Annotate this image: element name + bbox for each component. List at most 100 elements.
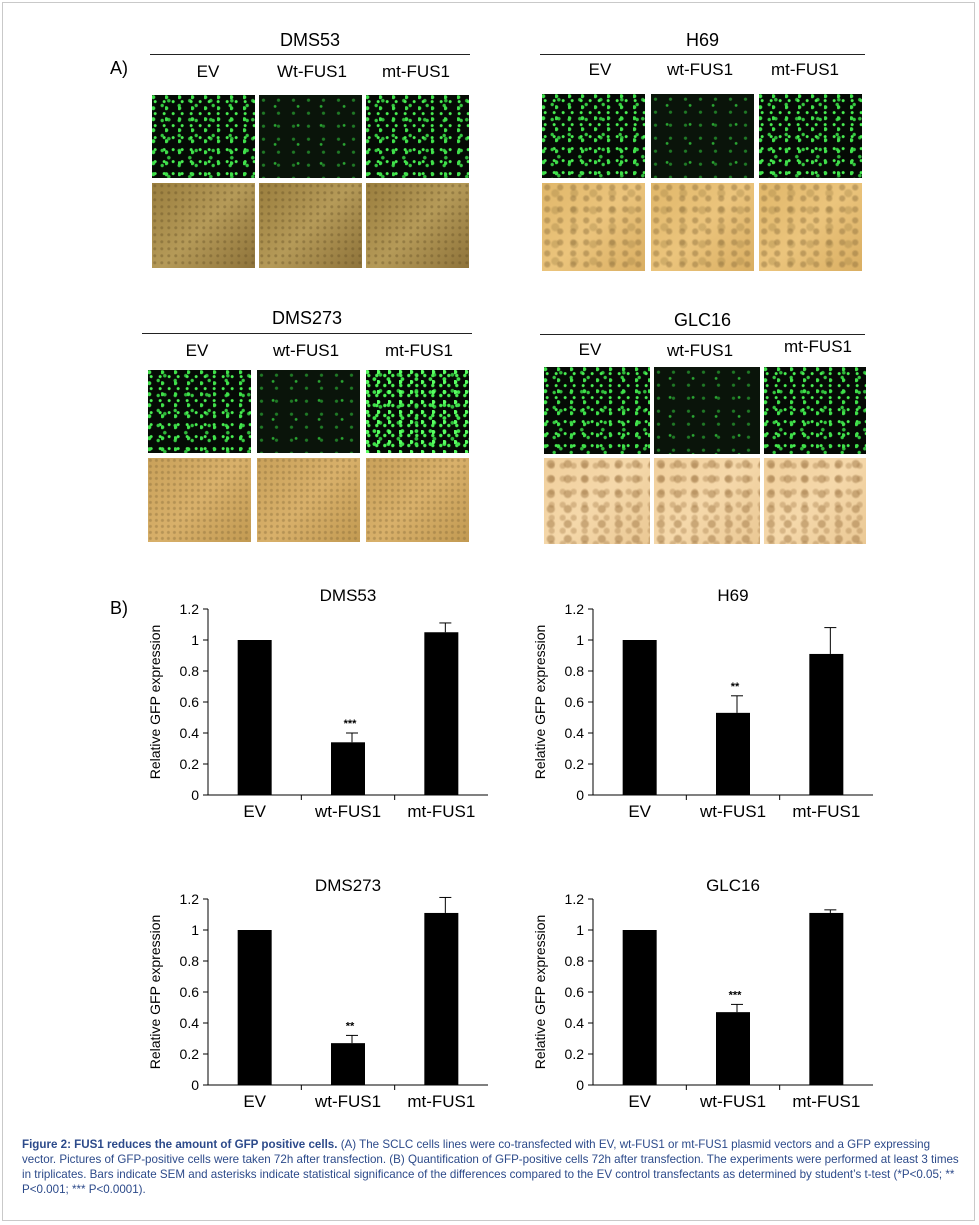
column-label: EV — [185, 341, 209, 360]
significance-marker: *** — [344, 718, 358, 730]
y-tick-label: 1.2 — [180, 891, 200, 907]
y-tick-label: 0.4 — [565, 725, 585, 741]
y-axis-label: Relative GFP expression — [147, 915, 163, 1070]
brightfield-micrograph-wt-fus1 — [651, 183, 754, 271]
y-tick-label: 0.6 — [565, 984, 585, 1000]
x-tick-label: EV — [628, 802, 651, 821]
group-rule-dms53 — [150, 54, 470, 55]
x-tick-label: EV — [243, 1092, 266, 1111]
group-title-h69: H69 — [685, 30, 720, 50]
x-tick-label: EV — [628, 1092, 651, 1111]
group-title-dms53: DMS53 — [279, 30, 341, 50]
brightfield-micrograph-mt-fus1 — [366, 458, 469, 542]
x-tick-label: mt-FUS1 — [792, 1092, 860, 1111]
column-label: Wt-FUS1 — [277, 62, 347, 81]
gfp-micrograph-wt-fus1 — [654, 367, 760, 454]
brightfield-micrograph-ev — [544, 458, 650, 544]
brightfield-micrograph-ev — [152, 183, 255, 268]
chart-title: DMS273 — [315, 876, 381, 895]
x-tick-label: wt-FUS1 — [314, 1092, 381, 1111]
y-tick-label: 0.2 — [565, 1046, 585, 1062]
bar-ev — [622, 640, 657, 795]
brightfield-micrograph-mt-fus1 — [759, 183, 862, 271]
brightfield-micrograph-mt-fus1 — [764, 458, 866, 544]
y-tick-label: 0.4 — [565, 1015, 585, 1031]
brightfield-micrograph-mt-fus1 — [366, 183, 469, 268]
column-label: EV — [588, 60, 612, 79]
bar-chart-dms273: DMS273 Relative GFP expression 0 0.2 0.4 0.6 0… — [147, 876, 488, 1111]
caption-title: Figure 2: FUS1 reduces the amount of GFP… — [22, 1138, 338, 1151]
group-title-dms273: DMS273 — [271, 308, 343, 328]
x-tick-label: wt-FUS1 — [699, 1092, 766, 1111]
column-label: wt-FUS1 — [666, 60, 734, 79]
x-tick-label: mt-FUS1 — [407, 1092, 475, 1111]
column-label: wt-FUS1 — [272, 341, 340, 360]
y-tick-label: 1 — [576, 632, 584, 648]
x-tick-label: wt-FUS1 — [314, 802, 381, 821]
bar-wt-fus1 — [331, 742, 365, 795]
chart-title: DMS53 — [320, 586, 377, 605]
group-title-glc16: GLC16 — [673, 310, 732, 330]
y-tick-label: 1.2 — [565, 601, 585, 617]
column-label: EV — [578, 340, 602, 359]
brightfield-micrograph-wt-fus1 — [259, 183, 362, 268]
bar-mt-fus1 — [809, 912, 844, 1085]
column-label: mt-FUS1 — [382, 62, 450, 81]
gfp-micrograph-ev — [544, 367, 650, 454]
bar-ev — [237, 640, 272, 795]
gfp-micrograph-ev — [152, 95, 255, 178]
bar-mt-fus1 — [424, 912, 459, 1085]
gfp-micrograph-wt-fus1 — [259, 95, 362, 178]
y-tick-label: 0.6 — [180, 694, 200, 710]
y-tick-label: 1.2 — [565, 891, 585, 907]
y-tick-label: 0.6 — [180, 984, 200, 1000]
gfp-micrograph-mt-fus1 — [764, 367, 866, 454]
significance-marker: *** — [729, 989, 743, 1001]
gfp-micrograph-wt-fus1 — [651, 94, 754, 178]
bar-chart-dms53: DMS53 Relative GFP expression 0 0.2 0.4 0.6 0.… — [147, 586, 488, 821]
column-label: mt-FUS1 — [784, 337, 852, 356]
y-axis-label: Relative GFP expression — [532, 625, 548, 780]
gfp-micrograph-ev — [542, 94, 645, 178]
gfp-micrograph-mt-fus1 — [759, 94, 862, 178]
x-tick-label: mt-FUS1 — [792, 802, 860, 821]
bar-wt-fus1 — [331, 1043, 365, 1085]
brightfield-micrograph-ev — [542, 183, 645, 271]
y-tick-label: 0.2 — [180, 1046, 200, 1062]
y-tick-label: 0.4 — [180, 1015, 200, 1031]
column-label: EV — [196, 62, 220, 81]
x-tick-label: mt-FUS1 — [407, 802, 475, 821]
y-axis-label: Relative GFP expression — [147, 625, 163, 780]
chart-title: H69 — [717, 586, 748, 605]
y-tick-label: 0.2 — [565, 756, 585, 772]
y-axis-label: Relative GFP expression — [532, 915, 548, 1070]
bar-wt-fus1 — [716, 712, 750, 795]
bar-ev — [237, 930, 272, 1085]
y-tick-label: 0.6 — [565, 694, 585, 710]
group-rule-h69 — [540, 54, 865, 55]
y-tick-label: 0 — [191, 787, 199, 803]
panel-a-label: A) — [110, 58, 128, 78]
y-tick-label: 0 — [191, 1077, 199, 1093]
brightfield-micrograph-wt-fus1 — [257, 458, 360, 542]
y-tick-label: 1.2 — [180, 601, 200, 617]
gfp-micrograph-ev — [148, 370, 251, 453]
bar-chart-h69: H69 Relative GFP expression 0 0.2 0.4 0.6 0.8 1… — [532, 586, 873, 821]
y-tick-label: 1 — [191, 632, 199, 648]
significance-marker: ** — [346, 1020, 355, 1032]
y-tick-label: 0.8 — [565, 953, 585, 969]
y-tick-label: 0 — [576, 1077, 584, 1093]
x-tick-label: EV — [243, 802, 266, 821]
column-label: mt-FUS1 — [771, 60, 839, 79]
bar-mt-fus1 — [809, 653, 844, 795]
gfp-micrograph-mt-fus1 — [366, 370, 469, 453]
y-tick-label: 0.2 — [180, 756, 200, 772]
y-tick-label: 0 — [576, 787, 584, 803]
significance-marker: ** — [731, 681, 740, 693]
bar-mt-fus1 — [424, 632, 459, 795]
column-label: mt-FUS1 — [385, 341, 453, 360]
y-tick-label: 1 — [191, 922, 199, 938]
y-tick-label: 0.4 — [180, 725, 200, 741]
bar-chart-glc16: GLC16 Relative GFP expression 0 0.2 0.4 0.6 0.… — [532, 876, 873, 1111]
